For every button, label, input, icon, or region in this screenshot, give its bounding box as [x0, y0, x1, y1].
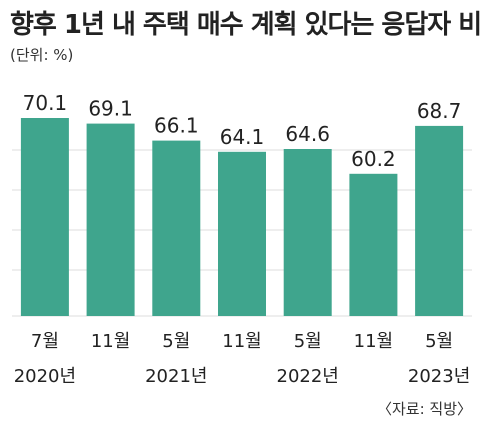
x-tick-year: 2022년 — [277, 366, 339, 387]
x-tick-month: 11월 — [91, 331, 130, 352]
bar — [218, 151, 266, 316]
bar-value-label: 66.1 — [154, 114, 199, 138]
x-tick-month: 7월 — [31, 331, 59, 352]
x-tick-month: 5월 — [294, 331, 322, 352]
bar-value-label: 69.1 — [88, 97, 133, 121]
bar — [349, 173, 398, 316]
x-tick-year: 2023년 — [408, 366, 470, 387]
x-tick-month: 5월 — [425, 331, 453, 352]
source-label: 〈자료: 직방〉 — [376, 400, 472, 418]
bar-value-label: 68.7 — [417, 99, 462, 123]
bar — [283, 149, 332, 316]
bar-value-label: 64.6 — [285, 122, 330, 146]
unit-label: (단위: %) — [10, 46, 74, 64]
x-tick-month: 11월 — [222, 331, 261, 352]
bar-value-label: 64.1 — [220, 125, 265, 149]
x-tick-year: 2020년 — [14, 366, 76, 387]
bar — [86, 123, 135, 316]
x-tick-year: 2021년 — [145, 366, 207, 387]
x-tick-month: 5월 — [162, 331, 190, 352]
chart-title: 향후 1년 내 주택 매수 계획 있다는 응답자 비율 — [10, 10, 480, 40]
x-tick-month: 11월 — [354, 331, 393, 352]
bar-value-label: 60.2 — [351, 147, 396, 171]
bar — [20, 118, 69, 316]
bar-value-label: 70.1 — [23, 91, 68, 115]
bar — [152, 140, 201, 316]
bar — [415, 125, 464, 317]
